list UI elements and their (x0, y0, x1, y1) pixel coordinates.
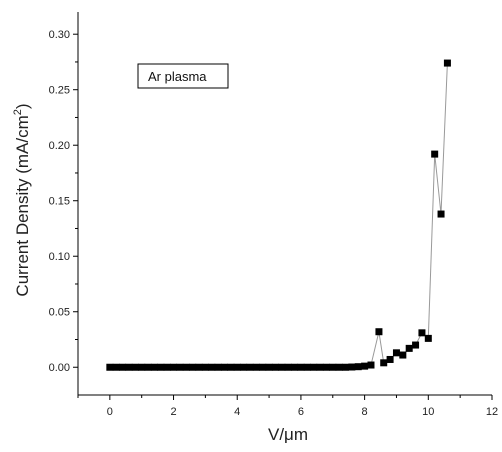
data-point (271, 363, 279, 371)
y-axis-title-sup: 2 (12, 109, 24, 115)
y-axis-title-close: ) (13, 103, 32, 109)
data-point (412, 341, 420, 349)
data-point (220, 363, 228, 371)
data-point (322, 363, 330, 371)
data-point (170, 363, 178, 371)
data-point (208, 363, 216, 371)
data-point (303, 363, 311, 371)
data-point (367, 361, 375, 369)
data-point (157, 363, 165, 371)
data-point (310, 363, 318, 371)
y-tick-label: 0.10 (49, 251, 70, 263)
data-point (240, 363, 248, 371)
data-point (342, 363, 350, 371)
data-point (144, 363, 152, 371)
data-point (214, 363, 222, 371)
legend: Ar plasma (137, 63, 229, 89)
data-point (392, 349, 400, 357)
data-point (119, 363, 127, 371)
data-point (259, 363, 267, 371)
data-point (189, 363, 197, 371)
data-point (380, 359, 388, 367)
data-point (443, 59, 451, 67)
axes (77, 12, 492, 396)
data-point (182, 363, 190, 371)
data-point (150, 363, 158, 371)
data-point (437, 210, 445, 218)
data-point (386, 355, 394, 363)
data-point (278, 363, 286, 371)
y-axis-title: Current Density (mA/cm2) (12, 103, 32, 296)
data-point (329, 363, 337, 371)
data-point (201, 363, 209, 371)
x-axis-title: V/μm (268, 425, 308, 444)
data-point (246, 363, 254, 371)
data-point (106, 363, 114, 371)
x-tick-label: 10 (422, 406, 434, 418)
x-tick-label: 6 (298, 406, 304, 418)
data-point (354, 363, 362, 371)
y-tick-label: 0.30 (49, 29, 70, 41)
series-line (109, 63, 448, 368)
data-series (106, 59, 451, 371)
data-point (418, 329, 426, 337)
data-point (233, 363, 241, 371)
data-point (125, 363, 133, 371)
y-axis-title-main: Current Density (mA/cm (13, 115, 32, 296)
data-point (195, 363, 203, 371)
data-point (291, 363, 299, 371)
data-point (335, 363, 343, 371)
data-point (424, 334, 432, 342)
data-point (131, 363, 139, 371)
data-point (361, 362, 369, 370)
data-point (265, 363, 273, 371)
data-point (399, 351, 407, 359)
data-point (284, 363, 292, 371)
legend-label: Ar plasma (148, 69, 207, 84)
x-tick-label: 12 (486, 406, 498, 418)
data-point (252, 363, 260, 371)
data-point (431, 150, 439, 158)
data-point (227, 363, 235, 371)
data-point (316, 363, 324, 371)
legend-box (137, 63, 229, 89)
y-tick-label: 0.15 (49, 196, 70, 208)
x-tick-label: 4 (234, 406, 240, 418)
x-tick-label: 2 (170, 406, 176, 418)
data-point (163, 363, 171, 371)
data-point (112, 363, 120, 371)
data-point (138, 363, 146, 371)
data-point (405, 344, 413, 352)
data-point (176, 363, 184, 371)
x-tick-label: 0 (107, 406, 113, 418)
data-point (375, 328, 383, 336)
data-point (348, 363, 356, 371)
y-tick-label: 0.25 (49, 85, 70, 97)
data-point (297, 363, 305, 371)
ticks: 0 2 4 6 8 10 12 0.00 0.05 0.10 0.15 0.20 0.25 0.30 (49, 29, 499, 418)
x-tick-label: 8 (362, 406, 368, 418)
y-tick-label: 0.20 (49, 140, 70, 152)
y-tick-label: 0.05 (49, 307, 70, 319)
y-tick-label: 0.00 (49, 362, 70, 374)
